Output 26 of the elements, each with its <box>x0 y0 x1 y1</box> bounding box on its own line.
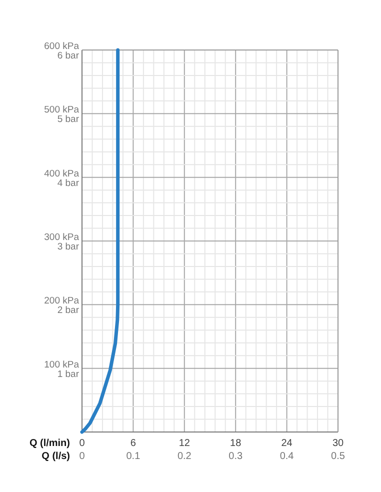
y-tick-label: 600 kPa <box>44 41 80 52</box>
y-tick-label: 100 kPa <box>44 359 80 370</box>
y-tick-label: 300 kPa <box>44 232 80 243</box>
x2-tick-label: 0.1 <box>126 451 141 462</box>
x-tick-label: 0 <box>79 438 86 449</box>
x2-tick-label: 0 <box>79 451 86 462</box>
x2-tick-label: 0.2 <box>177 451 192 462</box>
x-tick-label: 30 <box>332 438 344 449</box>
y2-tick-label: 2 bar <box>57 305 79 316</box>
x-tick-label: 12 <box>178 438 190 449</box>
x-tick-label: 6 <box>130 438 136 449</box>
x-tick-label: 24 <box>281 438 293 449</box>
y2-tick-label: 5 bar <box>57 114 79 126</box>
y2-tick-label: 1 bar <box>57 368 79 380</box>
x2-tick-label: 0.4 <box>280 451 294 462</box>
y-tick-label: 400 kPa <box>44 168 80 180</box>
y2-tick-label: 3 bar <box>57 242 79 252</box>
x2-tick-label: 0.3 <box>228 451 243 462</box>
y-tick-label: 500 kPa <box>44 104 80 116</box>
y2-tick-label: 4 bar <box>57 178 79 189</box>
y-tick-label: 200 kPa <box>44 296 80 307</box>
y2-tick-label: 6 bar <box>57 50 79 62</box>
x-tick-label: 18 <box>230 438 242 449</box>
x2-axis-title: Q (l/s) <box>42 451 70 462</box>
x-axis-title: Q (l/min) <box>29 438 70 449</box>
x2-tick-label: 0.5 <box>331 451 346 462</box>
